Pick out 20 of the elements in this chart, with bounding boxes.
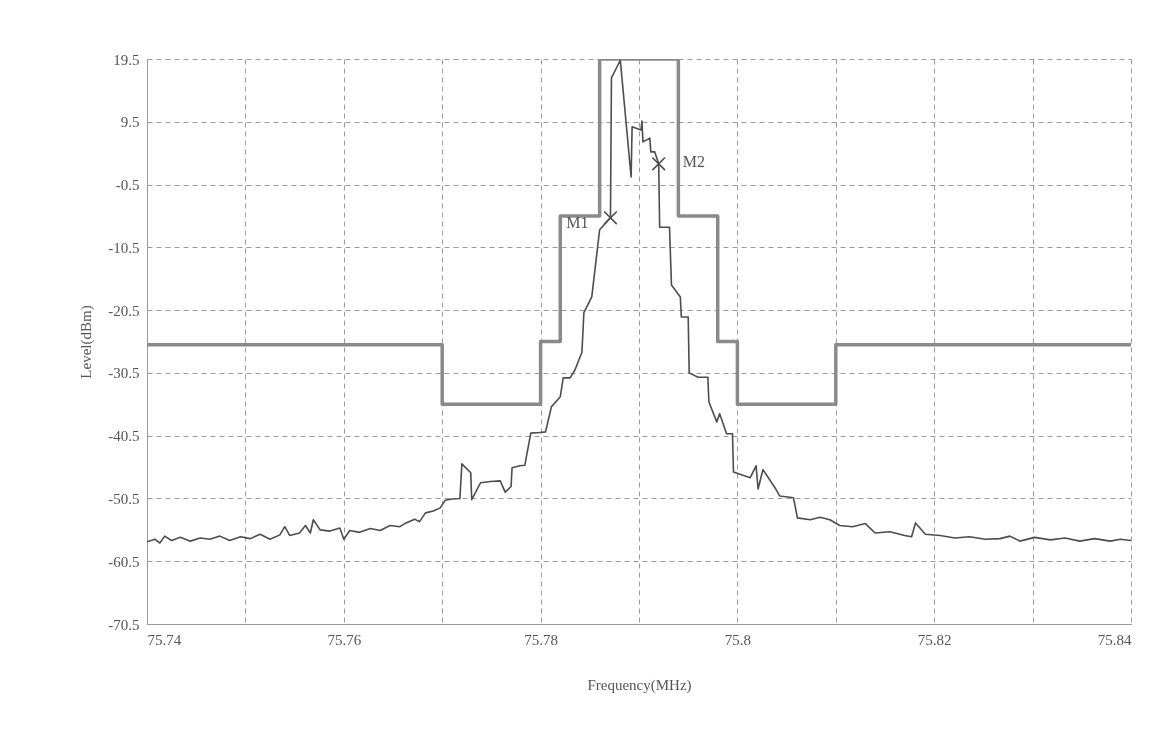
y-tick-label: -30.5 [108,365,140,382]
x-tick-label: 75.76 [327,631,362,648]
y-tick-label: -60.5 [108,553,140,570]
y-tick-label: -50.5 [108,490,140,507]
x-tick-label: 75.78 [524,631,558,648]
y-tick-label: -0.5 [115,177,140,194]
y-tick-label: -20.5 [108,302,140,319]
y-tick-label: -70.5 [108,616,140,633]
y-tick-label: 9.5 [120,114,140,131]
y-axis-title: Level(dBm) [78,305,96,379]
y-tick-label: -10.5 [108,239,140,256]
annotation: M2 [682,152,705,170]
x-tick-label: 75.84 [1097,631,1132,648]
y-tick-label: -40.5 [108,428,140,445]
y-tick-label: 19.5 [113,51,140,68]
x-tick-label: 75.74 [147,631,182,648]
x-axis-title: Frequency(MHz) [587,676,692,694]
x-tick-label: 75.8 [724,631,752,648]
x-tick-label: 75.82 [917,631,952,648]
annotation: M1 [566,213,589,231]
